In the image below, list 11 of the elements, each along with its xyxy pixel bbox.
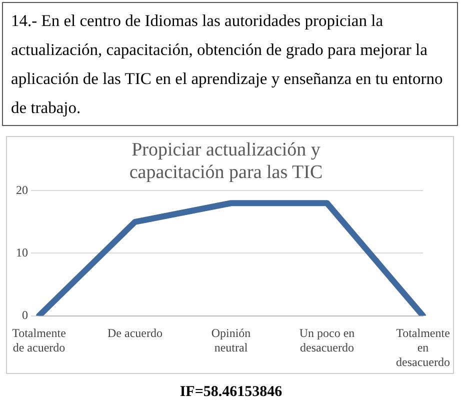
text: IF=58.46153846 (178, 384, 284, 401)
x-tick-label: Totalmente de acuerdo (12, 326, 66, 355)
y-tick-label: 10 (16, 245, 28, 260)
x-tick-label: Opinión neutral (211, 326, 251, 355)
text: 14.- En el centro de Idiomas las autoridades propician la actualización, capacitación, obtención de grado para mejorar la aplicación de las TIC en el aprendizaje y enseñanza en tu entorno de trabajo. (2, 2, 458, 126)
y-tick-label: 20 (16, 182, 28, 197)
x-tick-label: Un poco en desacuerdo (299, 326, 355, 355)
y-tick-label: 0 (22, 308, 28, 322)
x-tick-label: De acuerdo (108, 326, 162, 340)
x-tick-label: Totalmente en desacuerdo (396, 326, 450, 369)
chart-title: Propiciar actualización y capacitación para las TIC (129, 139, 323, 184)
